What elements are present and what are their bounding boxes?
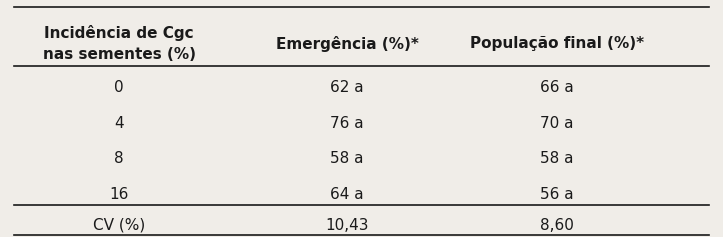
Text: 16: 16	[110, 187, 129, 202]
Text: 10,43: 10,43	[325, 218, 369, 233]
Text: Emergência (%)*: Emergência (%)*	[275, 36, 419, 52]
Text: 0: 0	[114, 80, 124, 95]
Text: 58 a: 58 a	[330, 151, 364, 166]
Text: nas sementes (%): nas sementes (%)	[43, 47, 196, 62]
Text: Incidência de Cgc: Incidência de Cgc	[45, 25, 194, 41]
Text: CV (%): CV (%)	[93, 218, 145, 233]
Text: 64 a: 64 a	[330, 187, 364, 202]
Text: 8: 8	[114, 151, 124, 166]
Text: 4: 4	[114, 116, 124, 131]
Text: 56 a: 56 a	[540, 187, 573, 202]
Text: População final (%)*: População final (%)*	[470, 36, 643, 51]
Text: 8,60: 8,60	[540, 218, 573, 233]
Text: 62 a: 62 a	[330, 80, 364, 95]
Text: 70 a: 70 a	[540, 116, 573, 131]
Text: 76 a: 76 a	[330, 116, 364, 131]
Text: 66 a: 66 a	[540, 80, 573, 95]
Text: 58 a: 58 a	[540, 151, 573, 166]
